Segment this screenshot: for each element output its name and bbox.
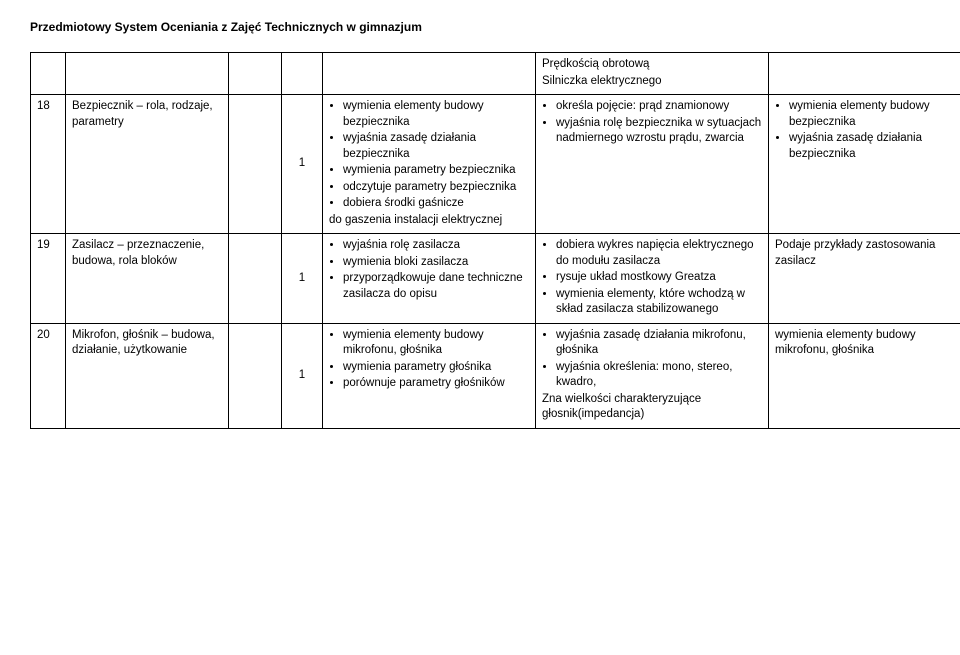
cell-empty [66, 53, 229, 95]
top-row: Prędkością obrotową Silniczka elektryczn… [31, 53, 960, 95]
cell-empty [229, 323, 282, 428]
row-topic: Mikrofon, głośnik – budowa, działanie, u… [66, 323, 229, 428]
cell-empty [229, 53, 282, 95]
cell-empty [31, 53, 66, 95]
cell-empty [229, 95, 282, 234]
row-col3: Podaje przykłady zastosowania zasilacz [769, 234, 960, 324]
table-row: 18Bezpiecznik – rola, rodzaje, parametry… [31, 95, 960, 234]
table-row: 20Mikrofon, głośnik – budowa, działanie,… [31, 323, 960, 428]
row-count: 1 [282, 95, 323, 234]
row-col1: wymienia elementy budowy mikrofonu, głoś… [323, 323, 536, 428]
cell-empty [323, 53, 536, 95]
grading-table: Prędkością obrotową Silniczka elektryczn… [30, 52, 960, 429]
top-content-cell: Prędkością obrotową Silniczka elektryczn… [536, 53, 769, 95]
row-count: 1 [282, 234, 323, 324]
row-col2: określa pojęcie: prąd znamionowywyjaśnia… [536, 95, 769, 234]
row-topic: Bezpiecznik – rola, rodzaje, parametry [66, 95, 229, 234]
page-header: Przedmiotowy System Oceniania z Zajęć Te… [30, 20, 930, 34]
row-col3: wymienia elementy budowy bezpiecznikawyj… [769, 95, 960, 234]
row-count: 1 [282, 323, 323, 428]
row-number: 19 [31, 234, 66, 324]
row-col1: wymienia elementy budowy bezpiecznikawyj… [323, 95, 536, 234]
row-col1: wyjaśnia rolę zasilaczawymienia bloki za… [323, 234, 536, 324]
row-col2: wyjaśnia zasadę działania mikrofonu, gło… [536, 323, 769, 428]
table-row: 19Zasilacz – przeznaczenie, budowa, rola… [31, 234, 960, 324]
top-line1: Prędkością obrotową [542, 57, 762, 73]
cell-empty [769, 53, 960, 95]
cell-empty [282, 53, 323, 95]
row-number: 20 [31, 323, 66, 428]
row-topic: Zasilacz – przeznaczenie, budowa, rola b… [66, 234, 229, 324]
row-col2: dobiera wykres napięcia elektrycznego do… [536, 234, 769, 324]
row-col3: wymienia elementy budowy mikrofonu, głoś… [769, 323, 960, 428]
top-line2: Silniczka elektrycznego [542, 74, 762, 90]
row-number: 18 [31, 95, 66, 234]
cell-empty [229, 234, 282, 324]
